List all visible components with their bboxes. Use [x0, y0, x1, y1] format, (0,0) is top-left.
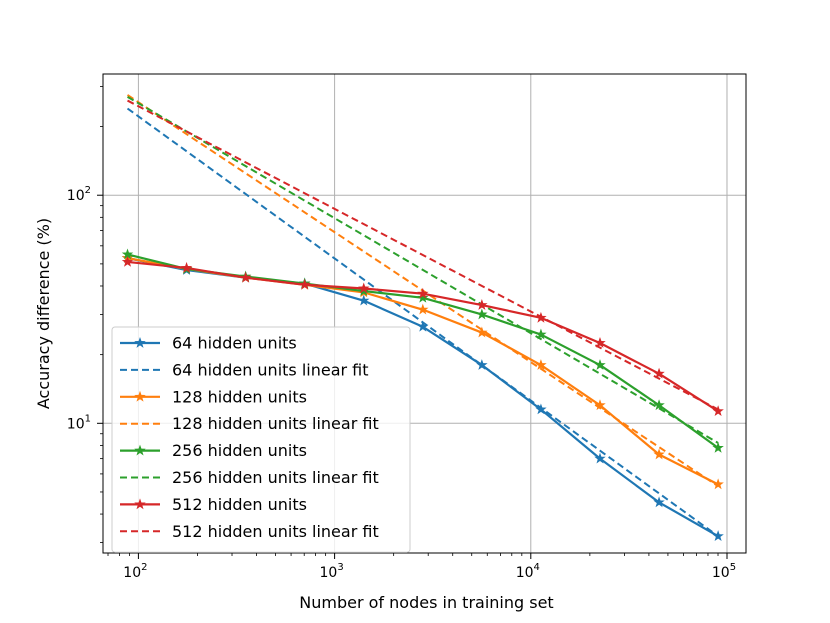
- data-point-marker: [121, 248, 134, 260]
- x-tick-label: 103: [319, 562, 343, 581]
- data-point-marker: [121, 255, 134, 267]
- legend-item: 512 hidden units: [120, 495, 307, 514]
- plot-frame: [102, 73, 747, 554]
- legend-item: 128 hidden units linear fit: [120, 414, 379, 433]
- data-point-marker: [358, 282, 370, 294]
- data-point-marker: [535, 359, 547, 370]
- legend-item: 64 hidden units: [120, 334, 297, 353]
- legend-label: 128 hidden units linear fit: [172, 414, 379, 433]
- legend-item: 512 hidden units linear fit: [120, 522, 379, 541]
- data-point-marker: [535, 328, 547, 340]
- legend: 64 hidden units 64 hidden units linear fi…: [111, 326, 411, 553]
- data-point-marker: [417, 303, 429, 315]
- data-point-marker: [594, 452, 606, 464]
- legend-label: 64 hidden units linear fit: [172, 360, 369, 379]
- x-axis-label: Number of nodes in training set: [299, 593, 553, 612]
- data-point-marker: [712, 405, 724, 417]
- legend-item: 128 hidden units: [120, 387, 307, 406]
- data-point-marker: [476, 326, 488, 338]
- data-point-marker: [594, 399, 606, 411]
- legend-marker: [134, 390, 146, 402]
- legend-label: 256 hidden units: [172, 441, 307, 460]
- legend-item: 64 hidden units linear fit: [120, 360, 369, 379]
- legend-marker: [134, 337, 146, 348]
- axis-ticks: 102 103 104 105 101 102: [67, 85, 736, 581]
- data-point-marker: [239, 271, 252, 283]
- plot-series: [121, 94, 724, 542]
- data-point-marker: [417, 291, 429, 303]
- data-point-marker: [594, 336, 606, 348]
- data-point-marker: [298, 278, 311, 290]
- legend-marker: [134, 444, 146, 456]
- data-point-marker: [594, 359, 606, 370]
- data-point-marker: [417, 320, 429, 332]
- y-tick-label: 102: [67, 185, 91, 204]
- legend-item: 256 hidden units: [120, 441, 307, 460]
- legend-box: [111, 326, 411, 553]
- legend-label: 256 hidden units linear fit: [172, 468, 379, 487]
- fit-line: [126, 107, 719, 537]
- series-5: [127, 95, 719, 444]
- legend-label: 512 hidden units: [172, 495, 307, 514]
- data-point-marker: [476, 299, 488, 310]
- legend-label: 512 hidden units linear fit: [172, 522, 379, 541]
- data-point-marker: [476, 308, 488, 320]
- data-point-marker: [417, 287, 429, 299]
- x-tick-label: 105: [712, 562, 736, 581]
- series-7: [127, 99, 719, 411]
- series-1: [126, 107, 719, 537]
- series-6: [121, 255, 724, 417]
- data-point-marker: [358, 294, 370, 306]
- legend-marker: [134, 498, 146, 510]
- data-point-marker: [180, 261, 193, 273]
- fit-line: [127, 95, 719, 444]
- x-tick-label: 102: [123, 562, 147, 581]
- data-point-marker: [653, 399, 665, 411]
- y-tick-label: 101: [67, 413, 91, 432]
- data-point-marker: [712, 441, 724, 453]
- data-point-marker: [476, 359, 488, 370]
- legend-label: 128 hidden units: [172, 387, 307, 406]
- legend-item: 256 hidden units linear fit: [120, 468, 379, 487]
- data-point-marker: [712, 478, 724, 490]
- fit-line: [127, 99, 719, 411]
- data-point-marker: [653, 448, 665, 460]
- data-point-marker: [653, 367, 665, 379]
- legend-label: 64 hidden units: [172, 334, 297, 353]
- data-point-marker: [653, 496, 665, 508]
- x-tick-label: 104: [516, 562, 540, 581]
- y-axis-label: Accuracy difference (%): [34, 218, 53, 409]
